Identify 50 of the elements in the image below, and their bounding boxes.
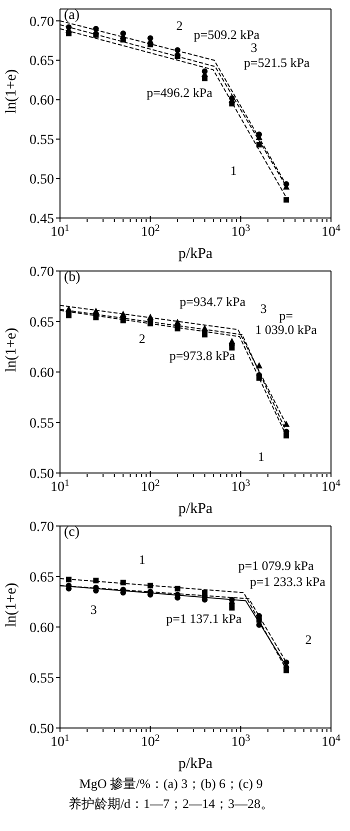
annotation: 1 (258, 448, 264, 464)
text: MgO 掺量/%：(a) 3；(b) 6；(c) 9 (78, 775, 264, 793)
y-tick-label: 0.55 (30, 416, 54, 432)
y-tick-label: 0.65 (30, 315, 54, 330)
x-axis-title: p/kPa (178, 756, 213, 772)
y-axis-title: ln(1+e) (3, 582, 20, 627)
chart-title: (b) (64, 270, 80, 286)
text: 养护龄期/d：1—7；2—14；3—28。 (67, 795, 275, 813)
annotation: p=496.2 kPa (146, 84, 212, 100)
y-axis-title: ln(1+e) (3, 69, 20, 114)
annotation: 1 (138, 552, 146, 568)
chart-title: (c) (64, 525, 80, 541)
annotation: 3 (260, 300, 267, 316)
x-tick-label: 10$^{3}$ (231, 222, 250, 240)
x-axis-title: p/kPa (178, 501, 213, 517)
annotation: p=1 233.3 kPa (250, 574, 326, 589)
annotation: p=973.8 kPa (169, 348, 236, 363)
annotation: 3 (90, 602, 97, 617)
x-tick-label: 10$^{3}$ (231, 732, 250, 750)
x-tick-label: 10$^{2}$ (140, 222, 160, 240)
annotation: p=1 137.1 kPa (166, 610, 242, 626)
x-axis-title: p/kPa (178, 246, 213, 262)
x-tick-label: 10$^{4}$ (322, 732, 341, 750)
y-tick-label: 0.65 (30, 54, 54, 70)
y-tick-label: 0.55 (30, 671, 54, 686)
y-tick-label: 0.70 (30, 14, 54, 30)
y-tick-label: 0.60 (30, 366, 54, 381)
annotation: p=509.2 kPa (194, 27, 260, 42)
annotation: 2 (305, 632, 312, 648)
y-tick-label: 0.50 (30, 172, 54, 188)
annotation: 2 (138, 331, 146, 346)
annotation: p=934.7 kPa (180, 294, 246, 308)
annotation: 2 (176, 18, 183, 34)
y-tick-label: 0.70 (30, 264, 54, 280)
chart-title: (a) (64, 8, 80, 24)
annotation: 3 (250, 40, 258, 56)
y-tick-label: 0.55 (30, 133, 54, 148)
y-tick-label: 0.60 (30, 620, 54, 636)
y-tick-label: 0.70 (30, 520, 54, 535)
annotation: p=1 079.9 kPa (238, 558, 314, 574)
x-tick-label: 10$^{3}$ (231, 478, 250, 495)
y-tick-label: 0.65 (30, 570, 54, 586)
x-tick-label: 10$^{2}$ (140, 732, 160, 750)
x-tick-label: 10$^{2}$ (140, 478, 160, 495)
x-tick-label: 10$^{4}$ (322, 222, 341, 240)
annotation: 1 (230, 162, 237, 178)
x-tick-label: 10$^{4}$ (322, 478, 341, 495)
y-tick-label: 0.60 (30, 94, 54, 109)
y-axis-title: ln(1+e) (3, 328, 20, 372)
annotation: p=521.5 kPa (244, 54, 310, 70)
